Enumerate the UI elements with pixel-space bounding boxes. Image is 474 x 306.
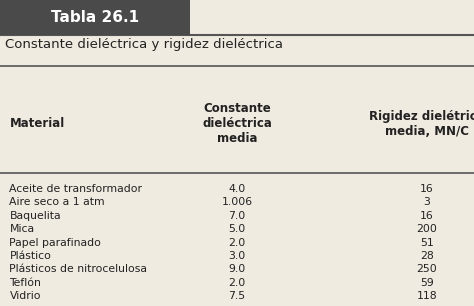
Text: Constante
dieléctrica
media: Constante dieléctrica media — [202, 103, 272, 145]
Text: 2.0: 2.0 — [228, 278, 246, 288]
Text: 28: 28 — [419, 251, 434, 261]
Text: Mica: Mica — [9, 224, 35, 234]
Text: 4.0: 4.0 — [228, 184, 246, 194]
Text: 7.0: 7.0 — [228, 211, 246, 221]
Text: 59: 59 — [419, 278, 434, 288]
FancyBboxPatch shape — [0, 0, 190, 35]
Text: 7.5: 7.5 — [228, 291, 246, 301]
Text: 2.0: 2.0 — [228, 237, 246, 248]
Text: Constante dieléctrica y rigidez dieléctrica: Constante dieléctrica y rigidez dieléctr… — [5, 38, 283, 51]
Text: 250: 250 — [416, 264, 437, 274]
Text: 16: 16 — [419, 184, 434, 194]
Text: 3.0: 3.0 — [228, 251, 246, 261]
Text: Baquelita: Baquelita — [9, 211, 61, 221]
Text: 5.0: 5.0 — [228, 224, 246, 234]
Text: Material: Material — [9, 118, 65, 130]
Text: Vidrio: Vidrio — [9, 291, 41, 301]
Text: 3: 3 — [423, 197, 430, 207]
Text: Rigidez dielétrica
media, MN/C: Rigidez dielétrica media, MN/C — [369, 110, 474, 138]
Text: 200: 200 — [416, 224, 437, 234]
Text: 118: 118 — [416, 291, 437, 301]
Text: Papel parafinado: Papel parafinado — [9, 237, 101, 248]
Text: Tabla 26.1: Tabla 26.1 — [51, 10, 139, 25]
Text: 51: 51 — [419, 237, 434, 248]
Text: Aceite de transformador: Aceite de transformador — [9, 184, 143, 194]
Text: Plástico: Plástico — [9, 251, 51, 261]
Text: Plásticos de nitrocelulosa: Plásticos de nitrocelulosa — [9, 264, 147, 274]
Text: 1.006: 1.006 — [221, 197, 253, 207]
Text: Teflón: Teflón — [9, 278, 41, 288]
Text: 16: 16 — [419, 211, 434, 221]
Text: Aire seco a 1 atm: Aire seco a 1 atm — [9, 197, 105, 207]
Text: 9.0: 9.0 — [228, 264, 246, 274]
